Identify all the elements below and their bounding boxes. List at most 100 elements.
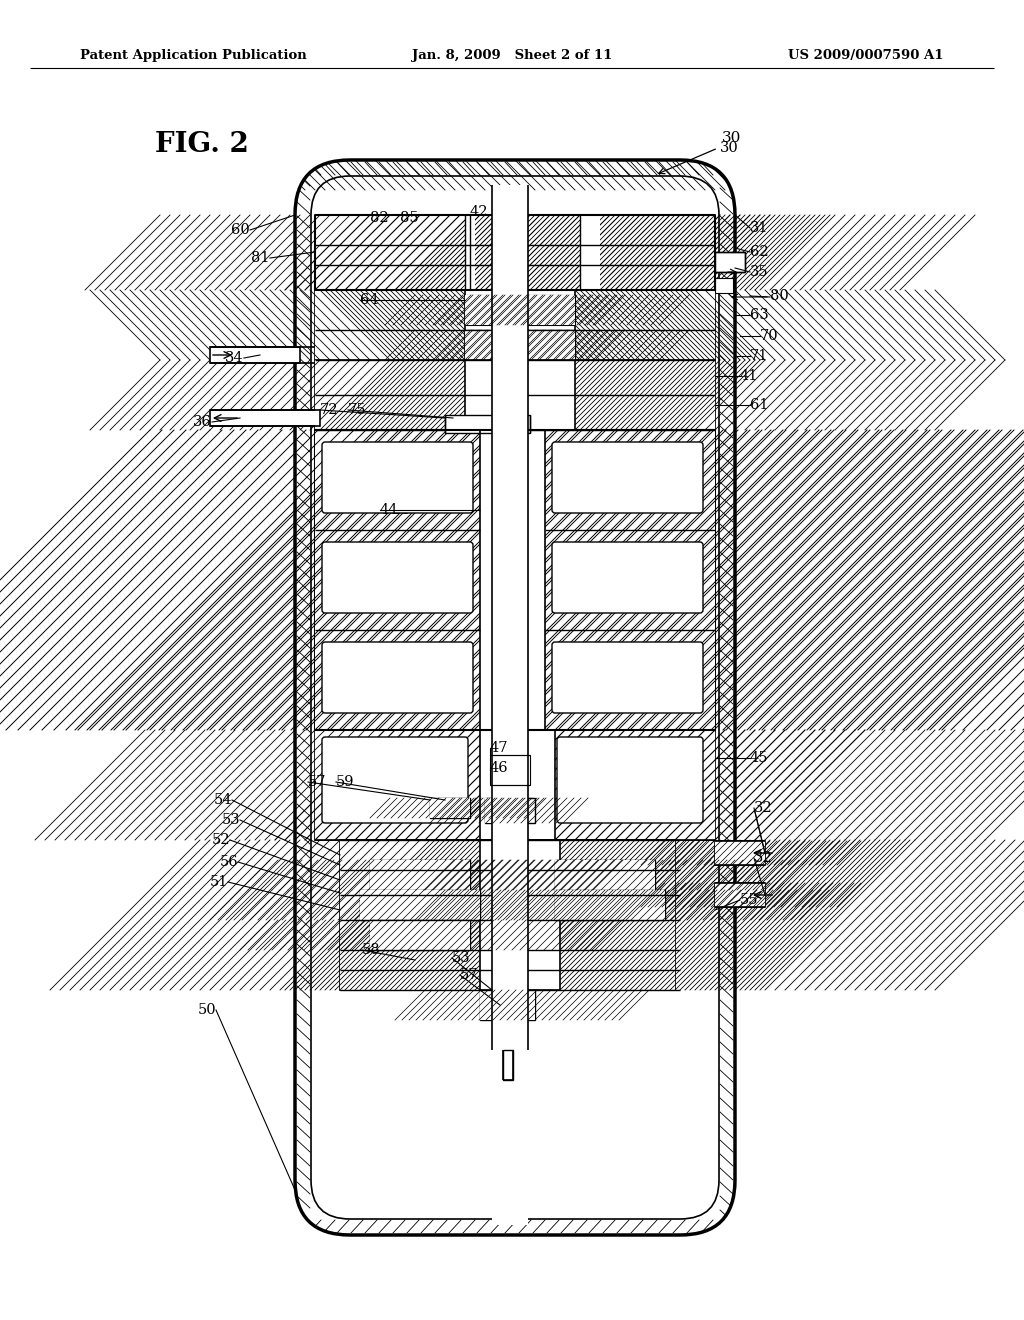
Bar — [360, 890, 480, 920]
Text: 82: 82 — [370, 211, 389, 224]
Bar — [360, 890, 480, 920]
Bar — [315, 215, 470, 290]
FancyBboxPatch shape — [557, 737, 703, 822]
Text: 80: 80 — [770, 289, 788, 304]
FancyBboxPatch shape — [552, 642, 703, 713]
Bar — [465, 290, 575, 360]
Bar — [430, 799, 470, 818]
Bar — [480, 990, 535, 1020]
Bar — [555, 890, 665, 920]
Bar — [520, 294, 575, 325]
Bar — [503, 1049, 513, 1080]
Text: 36: 36 — [194, 414, 212, 429]
Bar — [370, 920, 470, 950]
FancyBboxPatch shape — [322, 642, 473, 713]
Bar — [315, 430, 480, 730]
Bar — [445, 414, 530, 433]
Text: 32: 32 — [754, 801, 773, 814]
Bar — [550, 730, 715, 840]
Text: 58: 58 — [362, 942, 381, 957]
Text: 64: 64 — [360, 293, 379, 308]
Text: 46: 46 — [490, 762, 509, 775]
Bar — [315, 430, 480, 730]
Text: 71: 71 — [750, 348, 768, 363]
Text: 61: 61 — [750, 399, 768, 412]
Text: 81: 81 — [252, 251, 270, 265]
Bar — [550, 730, 715, 840]
Bar — [465, 294, 515, 325]
Bar — [715, 883, 765, 907]
Bar — [465, 360, 575, 430]
Bar — [555, 360, 715, 430]
Text: US 2009/0007590 A1: US 2009/0007590 A1 — [788, 49, 944, 62]
Text: 54: 54 — [213, 793, 232, 807]
Bar — [210, 411, 319, 426]
Bar — [370, 861, 470, 890]
Text: 52: 52 — [212, 833, 230, 847]
Bar — [465, 215, 475, 290]
Bar — [315, 730, 485, 840]
Bar — [715, 252, 745, 272]
Bar — [465, 330, 515, 360]
Text: 70: 70 — [760, 329, 778, 343]
Text: 62: 62 — [750, 246, 769, 259]
Bar — [340, 840, 480, 990]
Bar — [555, 840, 675, 990]
Bar — [520, 330, 575, 360]
Bar — [315, 730, 485, 840]
Text: 44: 44 — [392, 503, 410, 517]
Bar — [555, 890, 665, 920]
Bar — [325, 445, 470, 510]
Text: 53: 53 — [221, 813, 240, 828]
Bar — [485, 799, 535, 822]
Text: 57: 57 — [308, 775, 327, 789]
Text: 41: 41 — [740, 370, 759, 383]
Bar — [545, 430, 715, 730]
Bar — [490, 755, 530, 785]
Bar — [715, 883, 765, 907]
Bar — [430, 799, 470, 818]
Bar — [480, 990, 535, 1020]
Text: 63: 63 — [750, 308, 769, 322]
Text: 42: 42 — [470, 205, 488, 219]
Bar — [545, 430, 715, 730]
Bar — [555, 290, 715, 360]
FancyBboxPatch shape — [322, 737, 468, 822]
Text: Patent Application Publication: Patent Application Publication — [80, 49, 307, 62]
Bar — [465, 330, 575, 360]
Text: 34: 34 — [225, 351, 244, 366]
Bar — [555, 360, 715, 430]
Bar — [370, 861, 470, 890]
Bar — [315, 360, 470, 430]
Bar — [315, 290, 470, 360]
Text: 32: 32 — [754, 851, 773, 865]
FancyBboxPatch shape — [295, 160, 735, 1236]
Bar — [492, 185, 528, 1225]
Text: 50: 50 — [198, 1003, 216, 1016]
Text: 60: 60 — [231, 223, 250, 238]
Text: 72: 72 — [319, 403, 339, 417]
Text: 30: 30 — [720, 141, 738, 154]
Bar — [715, 279, 733, 293]
Text: 56: 56 — [219, 855, 238, 869]
Text: 44: 44 — [380, 503, 398, 517]
Text: 53: 53 — [452, 950, 471, 965]
Text: 45: 45 — [750, 751, 768, 766]
Bar — [325, 645, 470, 710]
FancyBboxPatch shape — [322, 543, 473, 612]
Text: 57: 57 — [460, 968, 478, 982]
Bar — [555, 861, 655, 890]
Bar — [315, 290, 470, 360]
Bar — [485, 799, 515, 822]
FancyBboxPatch shape — [552, 543, 703, 612]
Bar — [465, 294, 515, 325]
Bar — [555, 290, 715, 360]
FancyBboxPatch shape — [322, 442, 473, 513]
Bar — [520, 294, 575, 325]
Bar — [493, 1020, 523, 1071]
Bar — [315, 360, 470, 430]
Bar — [210, 347, 300, 363]
FancyBboxPatch shape — [552, 442, 703, 513]
Text: 51: 51 — [210, 875, 228, 888]
Text: 31: 31 — [750, 220, 768, 235]
